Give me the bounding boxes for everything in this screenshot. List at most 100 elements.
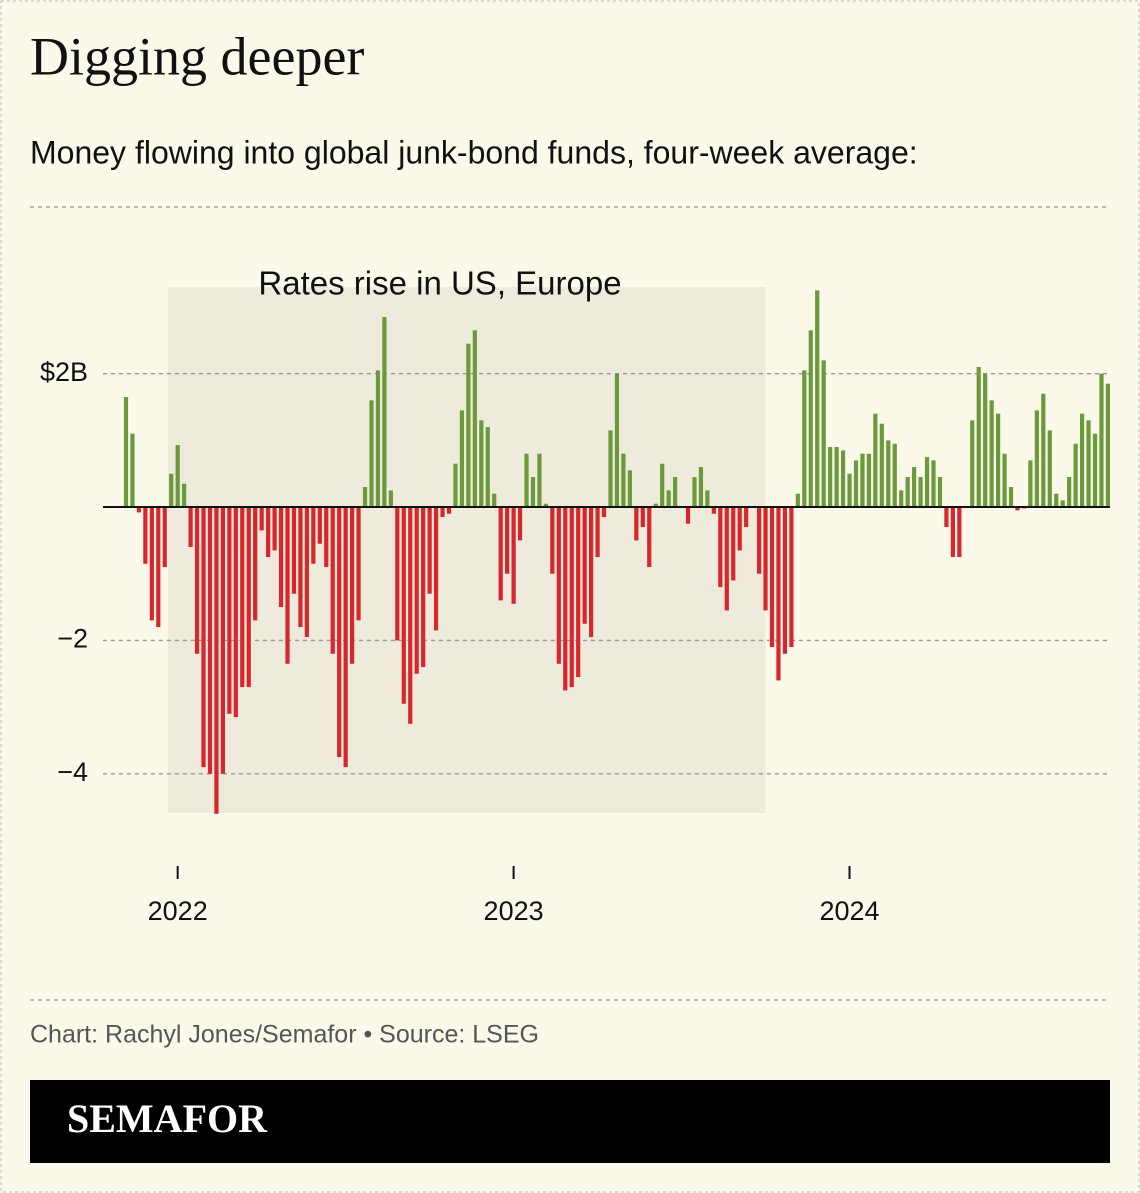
bar: [621, 453, 626, 508]
brand: SEMAFOR: [67, 1096, 268, 1141]
bar: [343, 507, 348, 768]
chart-title: Digging deeper: [30, 26, 364, 86]
plot: $2B −2 −4 2022 2023 2024: [40, 290, 1111, 926]
bar: [375, 370, 381, 508]
bar: [1041, 393, 1046, 508]
bar: [382, 317, 387, 508]
bar: [737, 507, 742, 551]
bar: [207, 507, 213, 774]
bar: [989, 400, 994, 508]
bar: [395, 507, 400, 641]
bar: [330, 507, 335, 654]
bar: [530, 477, 536, 508]
bar: [853, 460, 859, 508]
bar: [860, 453, 865, 508]
bar: [886, 440, 891, 508]
bar: [162, 507, 167, 568]
bar: [194, 507, 200, 654]
bar: [563, 507, 568, 691]
bar: [815, 290, 820, 508]
bar: [485, 427, 490, 508]
bar: [950, 507, 955, 558]
bar: [782, 507, 788, 654]
y-tick-label: $2B: [40, 357, 88, 387]
bar: [479, 420, 484, 508]
bar: [769, 507, 775, 648]
chart-subtitle: Money flowing into global junk-bond fund…: [30, 134, 918, 170]
bar: [505, 507, 510, 574]
bar: [589, 507, 594, 638]
bar: [524, 453, 529, 508]
x-tick-label: 2022: [148, 896, 208, 926]
bar: [718, 507, 723, 588]
bar: [472, 330, 477, 508]
bar: [1034, 410, 1039, 508]
bar: [647, 507, 652, 568]
bar: [240, 507, 245, 688]
bar: [879, 423, 884, 508]
bar: [756, 507, 762, 574]
bar: [143, 507, 148, 564]
bar: [957, 507, 962, 558]
bar: [369, 400, 374, 508]
bar: [1086, 420, 1091, 508]
bar: [201, 507, 206, 768]
bar: [253, 507, 258, 621]
bar: [350, 507, 355, 664]
bar: [653, 503, 658, 508]
bar: [866, 453, 871, 508]
bar: [550, 507, 555, 574]
bar: [324, 507, 329, 568]
bar: [182, 483, 187, 508]
bar: [123, 397, 129, 508]
bar: [576, 507, 581, 678]
bar: [847, 473, 852, 508]
bar: [537, 453, 542, 508]
bar: [828, 447, 833, 508]
bar: [931, 460, 936, 508]
bar: [421, 507, 426, 668]
bar: [214, 507, 219, 814]
bar: [892, 443, 897, 508]
bar: [912, 467, 917, 508]
source: Chart: Rachyl Jones/Semafor • Source: LS…: [30, 1021, 539, 1049]
bar: [608, 430, 613, 508]
footer-bar: [30, 1080, 1110, 1163]
bar: [634, 507, 639, 541]
bar: [1015, 507, 1020, 511]
bar: [337, 507, 342, 758]
bar: [175, 445, 180, 508]
bar: [802, 370, 807, 508]
bar: [220, 507, 225, 774]
bar: [582, 507, 587, 624]
bar: [944, 507, 949, 528]
bar: [873, 413, 878, 508]
bar: [408, 507, 413, 724]
bar: [388, 490, 393, 508]
bar: [1002, 453, 1007, 508]
bar: [246, 507, 251, 688]
bar: [285, 507, 290, 664]
bar: [291, 507, 297, 594]
bar: [156, 507, 161, 628]
bar: [433, 507, 439, 631]
bar: [673, 477, 678, 508]
bar: [1054, 493, 1059, 508]
bar: [1028, 460, 1033, 508]
bar: [401, 507, 406, 704]
bar: [1008, 487, 1014, 508]
y-tick-label: −4: [57, 757, 88, 787]
bar: [627, 470, 632, 508]
bar: [259, 507, 264, 531]
bar: [996, 413, 1001, 508]
bar: [899, 490, 904, 508]
bar: [1079, 413, 1085, 508]
bar: [453, 463, 458, 508]
bar: [298, 507, 303, 628]
bar: [1099, 373, 1104, 508]
bar: [731, 507, 736, 581]
bar: [459, 410, 465, 508]
bar: [543, 503, 548, 508]
bar: [517, 507, 523, 541]
bar: [556, 507, 561, 664]
